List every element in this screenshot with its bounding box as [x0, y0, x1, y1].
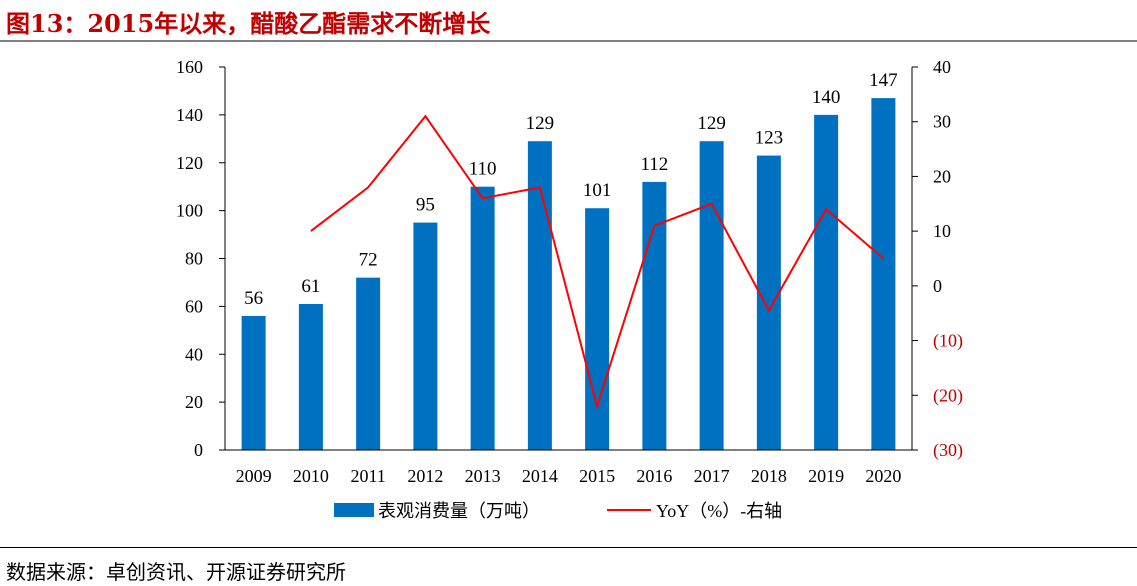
- right-tick-label-5: 20: [933, 166, 951, 186]
- bar-label-2018: 123: [755, 128, 784, 149]
- left-tick-label-0: 0: [194, 440, 203, 460]
- right-tick-label-0: (30): [933, 440, 963, 461]
- bar-label-2015: 101: [583, 180, 612, 201]
- data-source-note: 数据来源：卓创资讯、开源证券研究所: [6, 560, 346, 584]
- x-tick-label-2012: 2012: [407, 466, 443, 486]
- right-tick-label-7: 40: [933, 57, 951, 77]
- x-tick-label-2019: 2019: [808, 466, 844, 486]
- bar-2020: [871, 98, 896, 451]
- right-tick-label-6: 30: [933, 112, 951, 132]
- bar-label-2011: 72: [359, 250, 378, 271]
- x-tick-label-2009: 2009: [236, 466, 272, 486]
- x-tick-label-2010: 2010: [293, 466, 329, 486]
- bar-2013: [470, 186, 495, 450]
- left-tick-label-140: 140: [176, 105, 203, 125]
- bar-2010: [298, 303, 323, 450]
- right-tick-label-3: 0: [933, 276, 942, 296]
- bar-label-2017: 129: [697, 113, 726, 134]
- x-tick-label-2020: 2020: [865, 466, 901, 486]
- bar-label-2016: 112: [640, 154, 668, 175]
- left-tick-label-80: 80: [185, 249, 203, 269]
- bar-2018: [756, 155, 781, 450]
- left-tick-label-20: 20: [185, 392, 203, 412]
- x-tick-label-2011: 2011: [350, 466, 385, 486]
- bar-label-2020: 147: [869, 70, 898, 91]
- chart-title: 图13：2015年以来，醋酸乙酯需求不断增长: [6, 9, 491, 38]
- right-tick-label-1: (20): [933, 385, 963, 406]
- source-divider: [0, 547, 1137, 548]
- combo-chart: 56 61 72 95 110 129 101 112 129 123 140 147 0 20 40 60 8…: [176, 57, 963, 521]
- right-tick-label-4: 10: [933, 221, 951, 241]
- bar-2014: [527, 141, 552, 451]
- left-tick-label-160: 160: [176, 57, 203, 77]
- legend-bar-label: 表观消费量（万吨）: [378, 501, 540, 521]
- bar-label-2014: 129: [526, 113, 555, 134]
- x-tick-label-2014: 2014: [522, 466, 558, 486]
- left-tick-label-40: 40: [185, 344, 203, 364]
- bar-label-2010: 61: [301, 276, 320, 297]
- bar-2015: [585, 208, 610, 450]
- legend-bar-swatch: [334, 503, 374, 517]
- bar-2011: [356, 277, 381, 450]
- x-tick-label-2017: 2017: [694, 466, 730, 486]
- title-divider: [0, 40, 1137, 42]
- x-tick-label-2015: 2015: [579, 466, 615, 486]
- x-tick-label-2013: 2013: [465, 466, 501, 486]
- bar-2019: [814, 114, 839, 450]
- left-tick-label-120: 120: [176, 153, 203, 173]
- x-tick-label-2016: 2016: [636, 466, 672, 486]
- bar-label-2019: 140: [812, 87, 841, 108]
- right-tick-label-2: (10): [933, 331, 963, 352]
- bar-2009: [241, 315, 266, 450]
- left-tick-label-100: 100: [176, 201, 203, 221]
- x-tick-label-2018: 2018: [751, 466, 787, 486]
- legend-line-label: YoY（%）-右轴: [656, 501, 782, 521]
- bar-label-2009: 56: [244, 288, 263, 309]
- bar-2017: [699, 141, 724, 451]
- bar-2012: [413, 222, 438, 450]
- bar-label-2013: 110: [469, 159, 497, 180]
- left-tick-label-60: 60: [185, 296, 203, 316]
- bar-label-2012: 95: [416, 195, 435, 216]
